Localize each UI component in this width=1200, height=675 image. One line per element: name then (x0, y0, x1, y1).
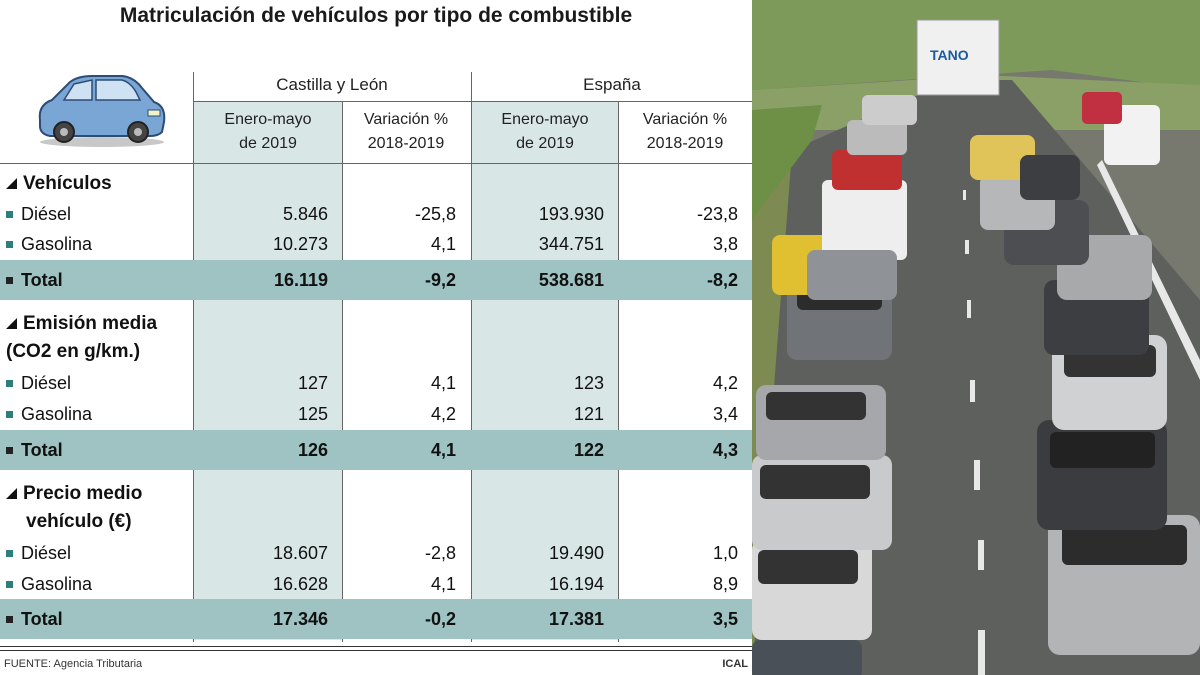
subheader-cyl-variation: Variación % 2018-2019 (363, 111, 449, 152)
subheader-esp-period: Enero-mayo de 2019 (501, 111, 589, 152)
bullet-icon (6, 446, 13, 454)
total-row: Total 126 4,1 122 4,3 (0, 430, 752, 470)
esp-period-column (472, 102, 618, 640)
subheader-esp-variation: Variación % 2018-2019 (642, 111, 728, 152)
bullet-icon (6, 379, 13, 387)
section-emision-title: Emisión media (6, 310, 157, 338)
section-vehiculos-title: Vehículos (6, 170, 112, 198)
total-row: Total 16.119 -9,2 538.681 -8,2 (0, 260, 752, 300)
table-row: Gasolina 16.628 4,1 16.194 8,9 (0, 569, 752, 599)
table-row: Diésel 18.607 -2,8 19.490 1,0 (0, 538, 752, 568)
cyl-period-column (194, 102, 342, 640)
bullet-icon (6, 210, 13, 218)
table-row: Diésel 127 4,1 123 4,2 (0, 368, 752, 398)
subheader-cyl-period: Enero-mayo de 2019 (224, 111, 312, 152)
triangle-icon (6, 178, 17, 189)
infographic-title: Matriculación de vehículos por tipo de c… (119, 4, 633, 27)
traffic-photo-illustration: TANO (752, 0, 1200, 675)
traffic-photo: TANO (752, 0, 1200, 675)
section-emision-subtitle: (CO2 en g/km.) (6, 341, 141, 362)
table-row: Gasolina 125 4,2 121 3,4 (0, 399, 752, 429)
bullet-icon (6, 615, 13, 623)
credit-note: ICAL (722, 658, 748, 670)
total-row: Total 17.346 -0,2 17.381 3,5 (0, 599, 752, 639)
section-precio-title: Precio medio (6, 480, 142, 508)
header-castilla-leon: Castilla y León (276, 75, 388, 94)
table-row: Gasolina 10.273 4,1 344.751 3,8 (0, 229, 752, 259)
bullet-icon (6, 580, 13, 588)
infographic: Matriculación de vehículos por tipo de c… (0, 4, 752, 670)
table-row: Diésel 5.846 -25,8 193.930 -23,8 (0, 199, 752, 229)
bullet-icon (6, 240, 13, 248)
header-espana: España (583, 75, 641, 94)
section-precio-subtitle: vehículo (€) (26, 511, 132, 532)
triangle-icon (6, 488, 17, 499)
source-note: FUENTE: Agencia Tributaria (4, 658, 143, 670)
bullet-icon (6, 276, 13, 284)
triangle-icon (6, 318, 17, 329)
car-icon (38, 75, 166, 147)
truck-label: TANO (930, 47, 969, 63)
bullet-icon (6, 549, 13, 557)
bullet-icon (6, 410, 13, 418)
